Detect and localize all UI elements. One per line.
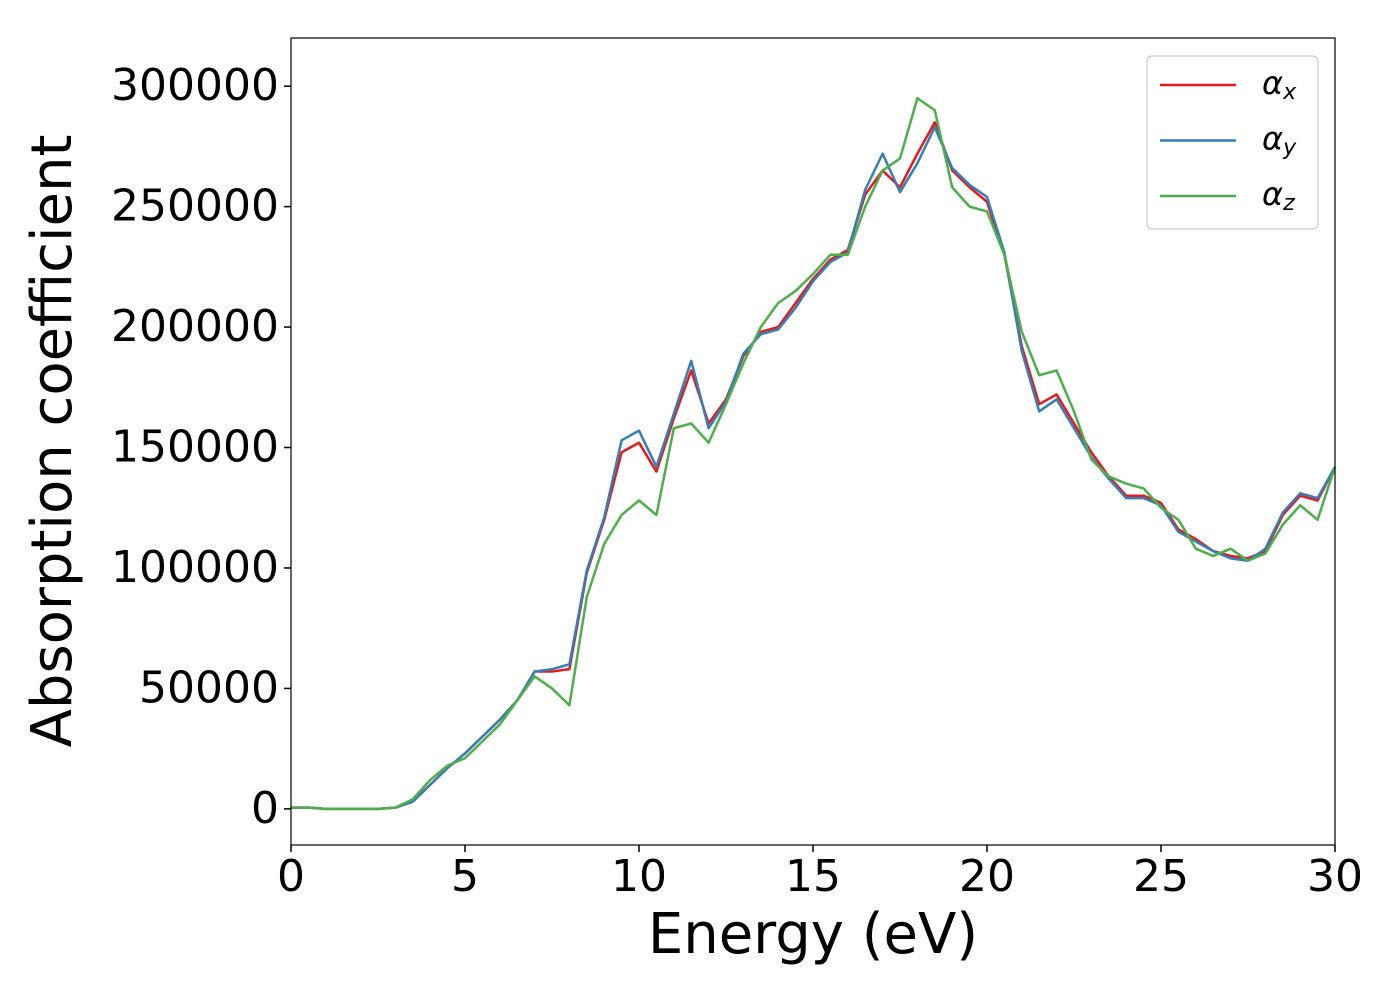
y-tick-label: 300000: [111, 60, 279, 111]
plot-frame: [290, 37, 1336, 846]
x-axis-label: Energy (eV): [648, 902, 978, 967]
y-tick-label: 150000: [111, 422, 279, 473]
x-tick-label: 0: [277, 851, 305, 902]
x-tick-label: 15: [785, 851, 841, 902]
legend-label: αz: [1262, 175, 1295, 216]
y-tick-label: 250000: [111, 181, 279, 232]
data-line: [291, 96, 1337, 811]
y-tick-label: 50000: [139, 662, 279, 713]
data-line: [291, 125, 1337, 811]
y-tick-label: 0: [251, 783, 279, 834]
y-tick-label: 200000: [111, 301, 279, 352]
x-tick-label: 25: [1133, 851, 1189, 902]
legend-label: αx: [1262, 64, 1297, 105]
x-tick-label: 5: [451, 851, 479, 902]
y-tick-label: 100000: [111, 542, 279, 593]
legend-label: αy: [1262, 120, 1297, 161]
x-tick-label: 10: [611, 851, 667, 902]
x-tick-label: 30: [1307, 851, 1363, 902]
x-tick-label: 20: [959, 851, 1015, 902]
legend-box: [1146, 55, 1319, 230]
y-axis-label: Absorption coefficient: [20, 135, 85, 748]
